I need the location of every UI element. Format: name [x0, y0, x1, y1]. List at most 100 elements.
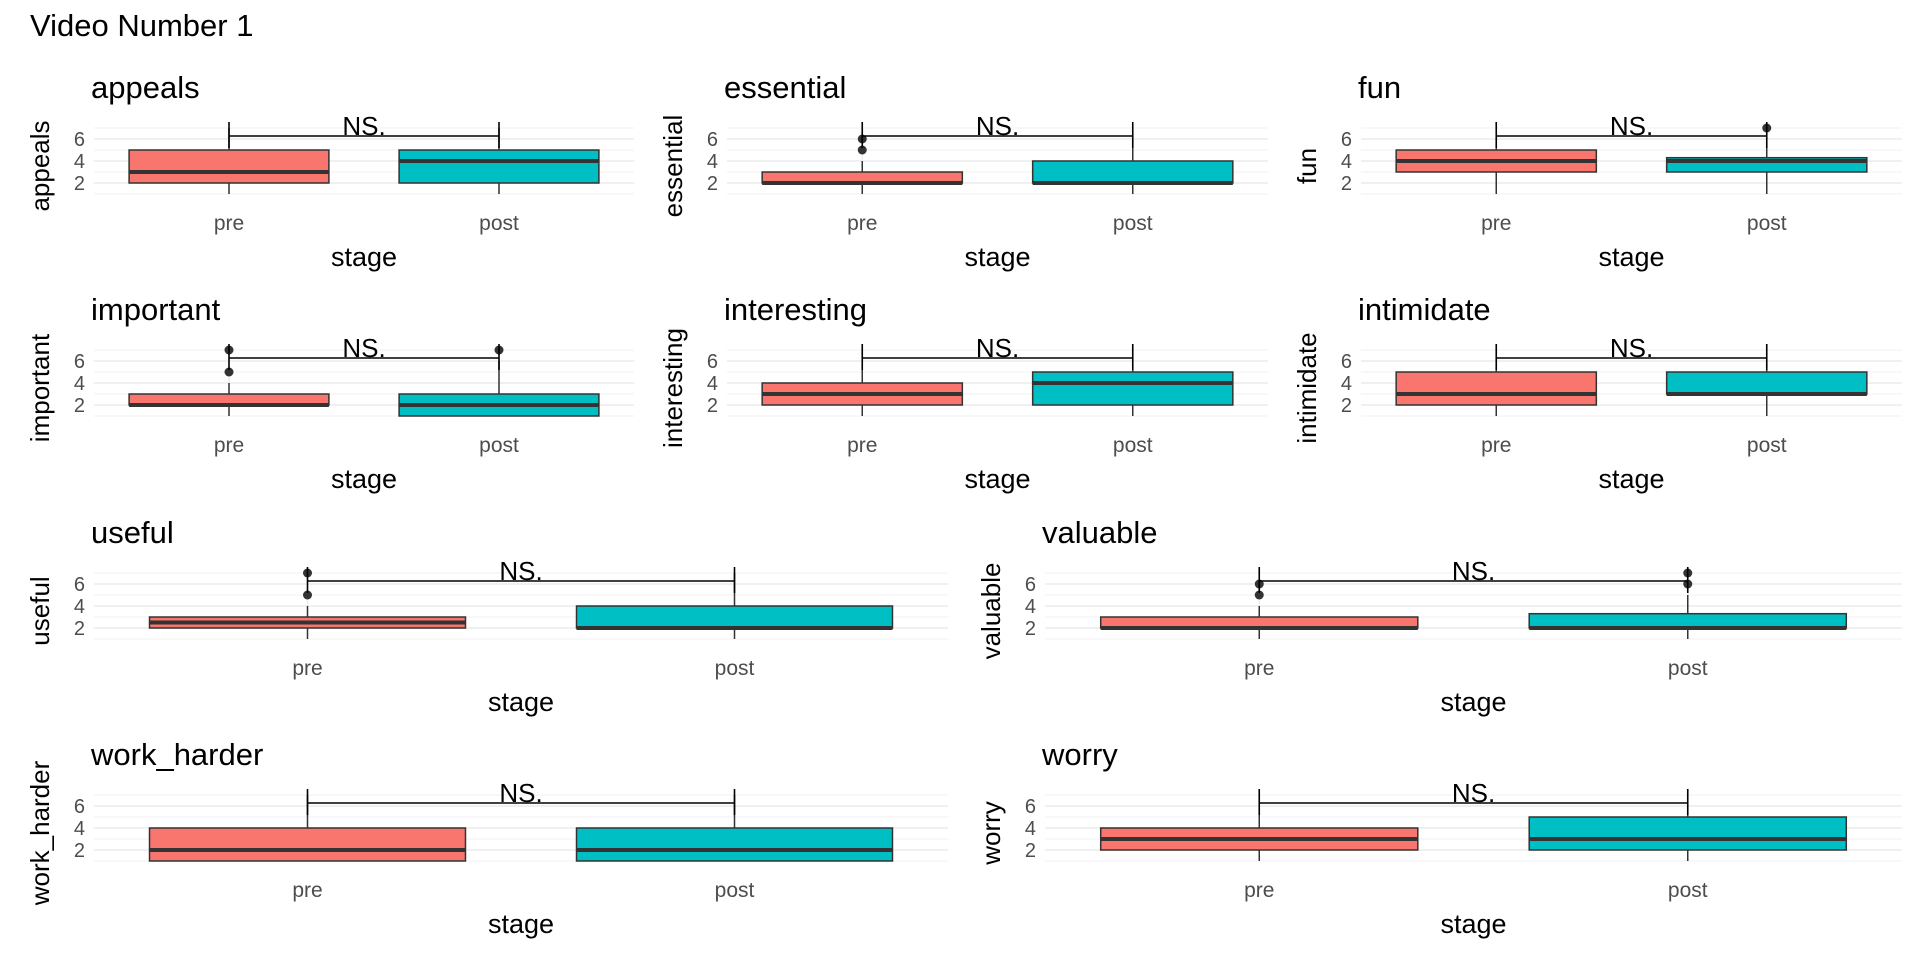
y-tick-label: 6	[1025, 796, 1036, 818]
y-tick-label: 4	[74, 151, 85, 173]
x-tick-label-pre: pre	[1481, 212, 1511, 235]
x-tick-label-post: post	[715, 879, 755, 902]
panel-appeals: appeals stage appeals 246 pre post NS.	[25, 70, 634, 272]
box-post	[575, 605, 894, 629]
signif-label: NS.	[499, 778, 542, 808]
x-tick-label-pre: pre	[292, 879, 322, 902]
x-axis-label: stage	[488, 909, 554, 939]
x-tick-label-pre: pre	[1244, 657, 1274, 680]
y-tick-label: 6	[74, 796, 85, 818]
y-tick-label: 6	[1341, 129, 1352, 151]
panel-title: appeals	[91, 70, 200, 105]
outlier-point	[303, 590, 312, 600]
panel-useful: useful stage useful 246 pre post NS.	[25, 515, 948, 717]
panel-title: valuable	[1042, 515, 1157, 550]
signif-label: NS.	[499, 556, 542, 586]
box-post	[1031, 371, 1234, 406]
x-tick-label-post: post	[479, 212, 519, 235]
x-tick-label-pre: pre	[847, 212, 877, 235]
y-tick-label: 6	[74, 129, 85, 151]
outlier-point	[1254, 590, 1264, 600]
panel-title: essential	[724, 70, 846, 105]
x-axis-label: stage	[331, 464, 397, 494]
box-post	[1528, 612, 1848, 629]
box-post	[575, 827, 894, 862]
panel-title: worry	[1041, 737, 1118, 772]
x-axis-label: stage	[1598, 242, 1664, 272]
panel-fun: fun stage fun 246 pre post NS.	[1292, 70, 1902, 272]
y-tick-label: 2	[74, 173, 85, 195]
y-axis-label: worry	[976, 801, 1006, 866]
panel-title: intimidate	[1358, 292, 1491, 327]
y-tick-label: 2	[74, 840, 85, 862]
panel-title: interesting	[724, 292, 867, 327]
signif-label: NS.	[976, 111, 1019, 141]
y-tick-label: 4	[1025, 596, 1036, 618]
x-tick-label-pre: pre	[1481, 434, 1511, 457]
y-tick-label: 2	[707, 173, 718, 195]
x-tick-label-pre: pre	[1244, 879, 1274, 902]
signif-label: NS.	[1452, 556, 1495, 586]
x-axis-label: stage	[964, 464, 1030, 494]
panel-title: work_harder	[90, 737, 263, 772]
x-tick-label-post: post	[479, 434, 519, 457]
y-axis-label: valuable	[976, 563, 1006, 660]
y-tick-label: 2	[1341, 173, 1352, 195]
figure-title: Video Number 1	[30, 8, 254, 43]
box-pre	[148, 827, 467, 862]
box-pre	[128, 149, 330, 184]
x-axis-label: stage	[331, 242, 397, 272]
y-tick-label: 4	[74, 596, 85, 618]
x-tick-label-pre: pre	[214, 212, 244, 235]
panel-title: important	[91, 292, 221, 327]
x-tick-label-pre: pre	[292, 657, 322, 680]
signif-label: NS.	[1610, 111, 1653, 141]
panel-title: useful	[91, 515, 174, 550]
y-tick-label: 2	[74, 395, 85, 417]
box-post	[1665, 371, 1868, 395]
panel-valuable: valuable stage valuable 246 pre post NS.	[976, 515, 1902, 717]
y-tick-label: 6	[707, 351, 718, 373]
panel-important: important stage important 246 pre post NS.	[25, 292, 634, 494]
panel-title: fun	[1358, 70, 1401, 105]
y-axis-label: useful	[25, 576, 55, 645]
y-tick-label: 2	[707, 395, 718, 417]
outlier-point	[857, 145, 867, 155]
panel-essential: essential stage essential 246 pre post NS.	[658, 70, 1268, 272]
y-tick-label: 4	[1341, 373, 1352, 395]
y-tick-label: 6	[74, 351, 85, 373]
y-tick-label: 6	[74, 574, 85, 596]
signif-label: NS.	[1452, 778, 1495, 808]
x-tick-label-post: post	[1747, 434, 1787, 457]
outlier-point	[224, 367, 234, 377]
y-tick-label: 6	[707, 129, 718, 151]
panel-interesting: interesting stage interesting 246 pre post NS.	[658, 292, 1268, 494]
x-axis-label: stage	[1598, 464, 1664, 494]
box-post	[1528, 816, 1848, 851]
x-axis-label: stage	[488, 687, 554, 717]
y-axis-label: intimidate	[1292, 332, 1322, 443]
y-tick-label: 2	[74, 618, 85, 640]
y-axis-label: appeals	[25, 120, 55, 211]
y-tick-label: 2	[1341, 395, 1352, 417]
x-tick-label-pre: pre	[847, 434, 877, 457]
y-axis-label: important	[25, 333, 55, 442]
box-post	[1031, 160, 1234, 184]
x-tick-label-post: post	[1668, 879, 1708, 902]
y-tick-label: 4	[1025, 818, 1036, 840]
y-tick-label: 6	[1341, 351, 1352, 373]
panel-worry: worry stage worry 246 pre post NS.	[976, 737, 1902, 939]
y-tick-label: 4	[74, 373, 85, 395]
x-axis-label: stage	[1440, 909, 1506, 939]
signif-label: NS.	[342, 111, 385, 141]
box-post	[398, 149, 600, 184]
y-axis-label: essential	[658, 115, 688, 218]
y-axis-label: work_harder	[25, 760, 55, 906]
signif-label: NS.	[1610, 333, 1653, 363]
y-tick-label: 4	[74, 818, 85, 840]
x-axis-label: stage	[964, 242, 1030, 272]
x-tick-label-post: post	[715, 657, 755, 680]
